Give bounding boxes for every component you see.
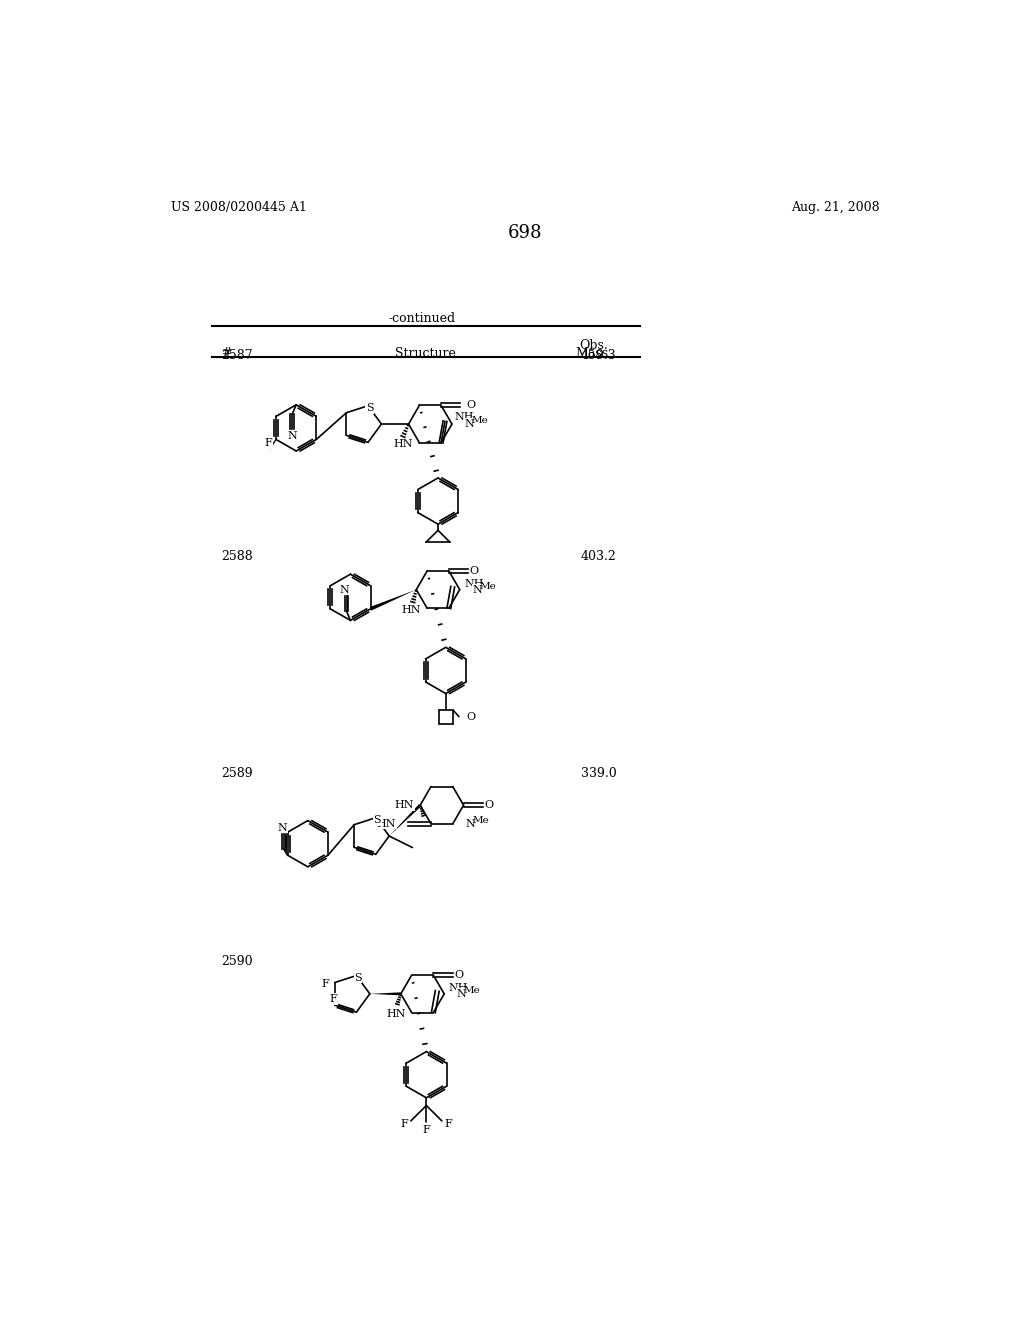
Text: N: N — [339, 585, 349, 594]
Text: HN: HN — [377, 818, 396, 829]
Text: S: S — [366, 403, 374, 413]
Text: Me: Me — [464, 986, 480, 995]
Text: N: N — [457, 989, 466, 999]
Text: NH: NH — [449, 983, 468, 993]
Text: F: F — [423, 1125, 430, 1135]
Text: #: # — [221, 347, 231, 360]
Text: HN: HN — [401, 605, 421, 615]
Text: HN: HN — [386, 1008, 406, 1019]
Text: Me: Me — [479, 582, 496, 591]
Text: 403.2: 403.2 — [581, 549, 616, 562]
Text: Aug. 21, 2008: Aug. 21, 2008 — [792, 201, 880, 214]
Text: 2589: 2589 — [221, 767, 253, 780]
Text: O: O — [467, 400, 476, 411]
Text: Me: Me — [471, 417, 488, 425]
Text: N: N — [465, 818, 475, 829]
Text: N: N — [288, 430, 297, 441]
Text: Mass: Mass — [575, 347, 608, 360]
Text: HN: HN — [393, 440, 414, 449]
Polygon shape — [370, 993, 400, 995]
Text: F: F — [330, 994, 337, 1005]
Text: HN: HN — [394, 800, 414, 810]
Text: 698: 698 — [508, 224, 542, 242]
Text: N: N — [278, 822, 287, 833]
Text: N: N — [464, 418, 474, 429]
Text: Structure: Structure — [395, 347, 456, 360]
Text: 2588: 2588 — [221, 549, 253, 562]
Text: O: O — [484, 800, 494, 810]
Text: 459.3: 459.3 — [581, 350, 616, 363]
Text: S: S — [374, 814, 381, 825]
Text: F: F — [444, 1119, 452, 1129]
Text: O: O — [455, 970, 464, 981]
Text: N: N — [472, 585, 482, 594]
Text: F: F — [264, 438, 272, 449]
Text: US 2008/0200445 A1: US 2008/0200445 A1 — [171, 201, 306, 214]
Text: F: F — [322, 979, 330, 989]
Text: NH: NH — [464, 578, 484, 589]
Text: 2587: 2587 — [221, 350, 253, 363]
Text: 2590: 2590 — [221, 956, 253, 969]
Text: O: O — [467, 711, 476, 722]
Polygon shape — [389, 804, 421, 836]
Text: -continued: -continued — [389, 313, 456, 326]
Text: S: S — [354, 973, 361, 983]
Text: NH: NH — [455, 412, 474, 421]
Text: Obs.: Obs. — [580, 339, 608, 352]
Text: Me: Me — [472, 816, 488, 825]
Text: 339.0: 339.0 — [581, 767, 616, 780]
Polygon shape — [370, 590, 417, 611]
Text: F: F — [400, 1119, 409, 1129]
Text: O: O — [470, 566, 479, 576]
